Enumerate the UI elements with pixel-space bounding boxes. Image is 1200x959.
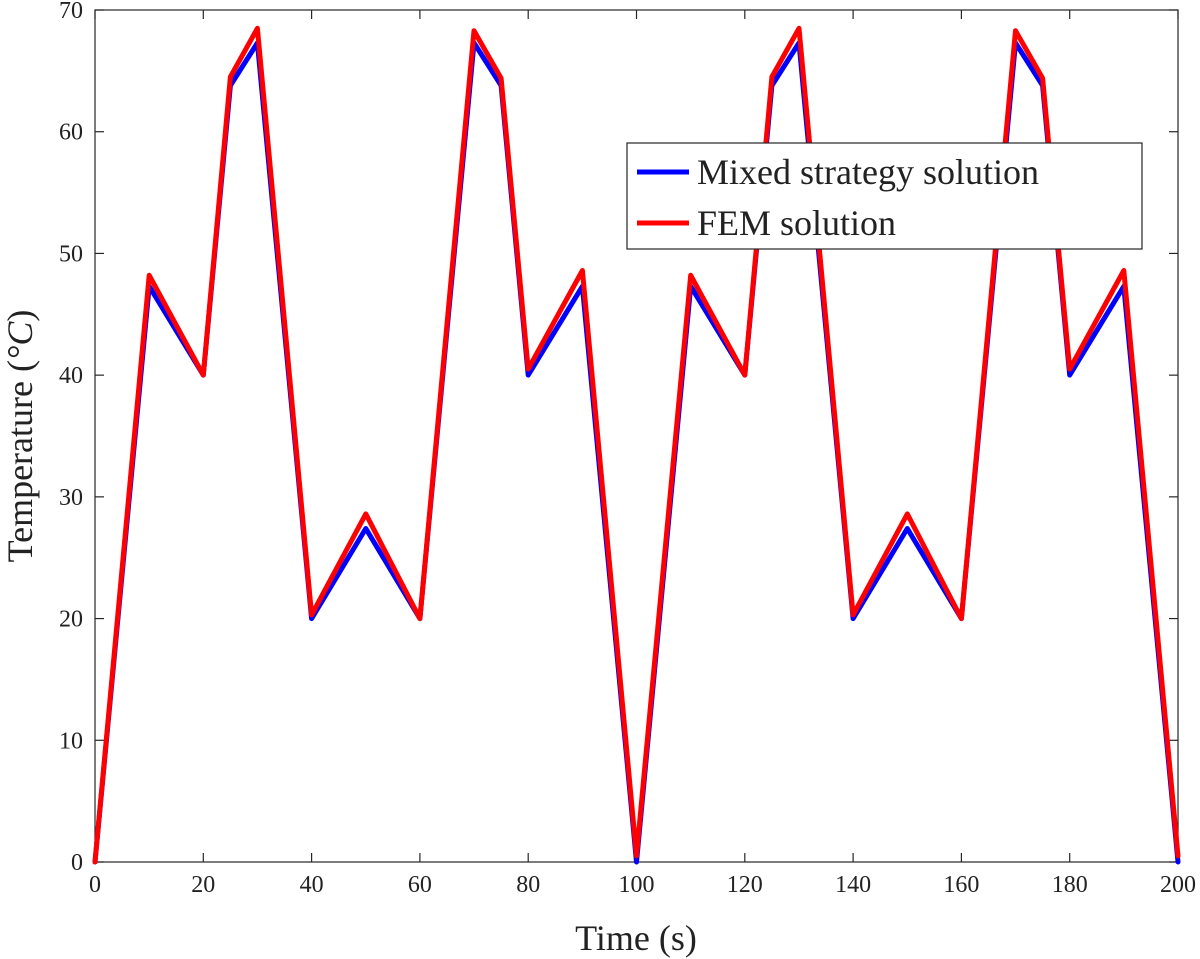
series-lines (92, 25, 1181, 865)
plot-area (94, 9, 1179, 863)
series-line-fem (92, 25, 1181, 865)
y-tick-label: 0 (71, 850, 83, 876)
x-tick-label: 140 (835, 872, 871, 898)
x-tick-label: 60 (408, 872, 432, 898)
y-axis-label-main: Temperature ( (0, 360, 40, 562)
x-tick-label: 0 (89, 872, 101, 898)
x-tick-label: 20 (191, 872, 215, 898)
x-axis-label: Time (s) (575, 918, 697, 958)
x-tick-label: 120 (727, 872, 763, 898)
x-tick-label: 160 (943, 872, 979, 898)
x-tick-label: 40 (300, 872, 324, 898)
x-tick-label: 100 (619, 872, 655, 898)
y-tick-label: 10 (59, 728, 83, 754)
y-axis-label-unit: °C (0, 321, 40, 360)
legend-label-fem: FEM solution (697, 203, 896, 243)
x-tick-label: 180 (1052, 872, 1088, 898)
legend: Mixed strategy solution FEM solution (626, 142, 1143, 250)
legend-label-mixed: Mixed strategy solution (697, 152, 1039, 192)
x-tick-label: 80 (516, 872, 540, 898)
legend-box (626, 142, 1143, 250)
y-tick-label: 70 (59, 0, 83, 24)
y-tick-label: 30 (59, 485, 83, 511)
y-tick-label: 40 (59, 363, 83, 389)
x-tick-label: 200 (1160, 872, 1196, 898)
y-tick-label: 50 (59, 241, 83, 267)
y-axis-label: Temperature (°C) (0, 310, 40, 563)
y-tick-label: 20 (59, 607, 83, 633)
y-axis-label-close: ) (0, 310, 40, 322)
y-tick-label: 60 (59, 120, 83, 146)
axis-ticks: 0 20 40 60 80 100 120 140 160 180 200 0 10 20 30 40 50 60… (59, 0, 1196, 898)
